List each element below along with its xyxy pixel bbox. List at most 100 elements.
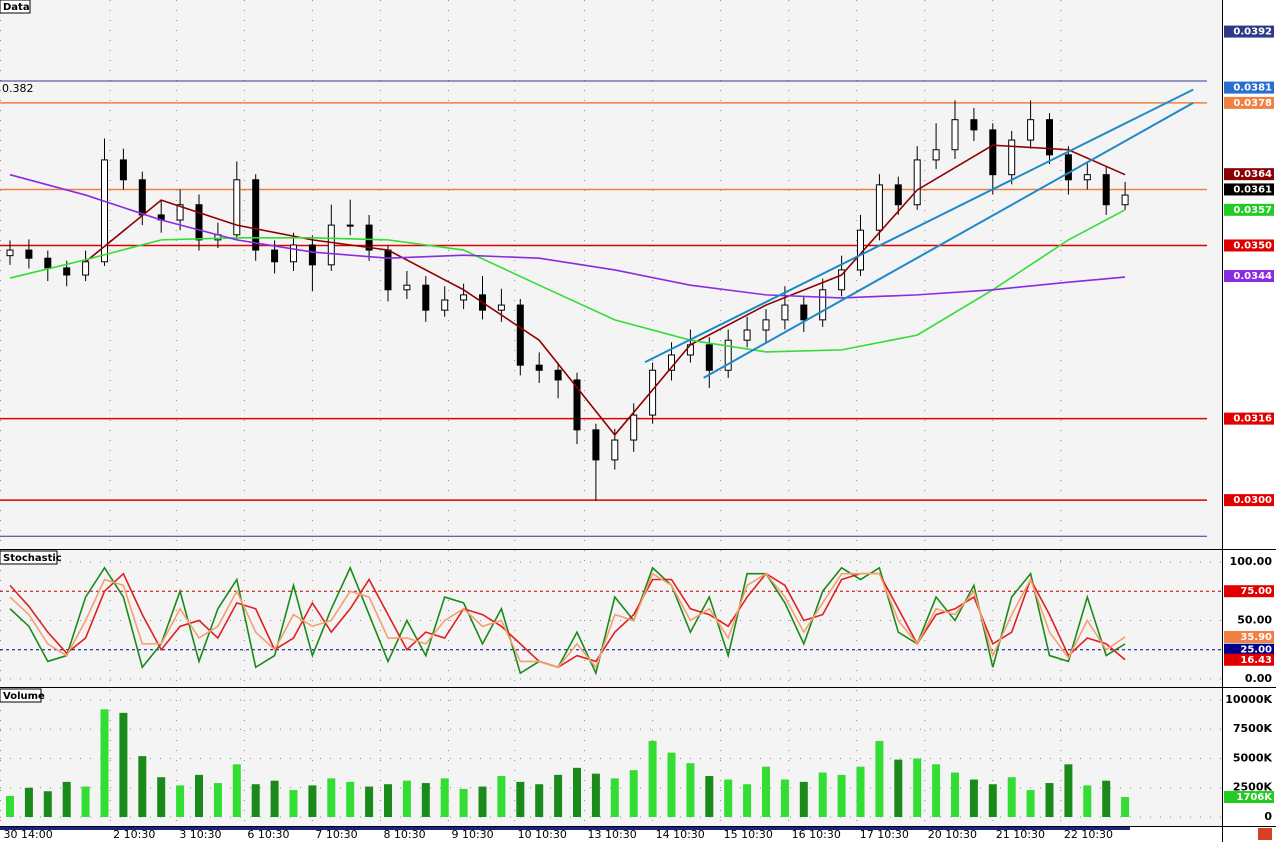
volume-bar (629, 770, 638, 817)
price-tag (1224, 25, 1274, 38)
volume-bar (1083, 785, 1092, 817)
candle-body (308, 244, 316, 266)
volume-bar (818, 772, 827, 817)
volume-bar (459, 788, 468, 817)
candle-body (460, 294, 468, 301)
series-line (9, 173, 1126, 299)
candle-body (1008, 139, 1016, 176)
candle-body (252, 179, 260, 251)
candle-body (63, 267, 71, 276)
scroll-button[interactable] (1258, 828, 1272, 840)
x-tick-label: 2 10:30 (113, 828, 155, 841)
price-tag (1224, 643, 1274, 656)
x-tick-label: 30 14:00 (4, 828, 53, 841)
price-tag (1224, 585, 1274, 598)
volume-bar (62, 781, 71, 817)
volume-bar (43, 791, 52, 817)
volume-bar (799, 781, 808, 817)
candle-body (743, 329, 751, 341)
price-tag (1224, 168, 1274, 181)
volume-bar (157, 777, 166, 817)
price-tag-label: 0.0361 (1233, 184, 1272, 195)
candle-body (1027, 119, 1035, 141)
volume-bar (308, 785, 317, 817)
price-tag (1224, 183, 1274, 196)
trend-line (703, 102, 1194, 379)
y-tick-label: 7500K (1233, 722, 1273, 735)
volume-bar (894, 759, 903, 817)
price-tag-label: 0.0381 (1233, 83, 1272, 94)
volume-bar (365, 786, 374, 817)
volume-bar (988, 784, 997, 817)
x-tick-label: 10 10:30 (518, 828, 567, 841)
volume-bar (478, 786, 487, 817)
volume-bar (951, 772, 959, 817)
volume-bar (100, 709, 109, 817)
volume-bar (24, 787, 33, 817)
candle-body (1046, 119, 1053, 156)
y-tick-label: 10000K (1225, 693, 1272, 706)
panel-title: Volume (3, 691, 45, 702)
price-tag-label: 0.0378 (1233, 98, 1272, 109)
volume-bar (270, 780, 279, 817)
price-tag-label: 1706K (1236, 792, 1273, 803)
volume-bar (1102, 780, 1111, 817)
price-tag-label: 25.00 (1240, 645, 1272, 656)
panel-title-box (0, 0, 31, 14)
candle-body (233, 179, 241, 236)
candle-body (290, 244, 297, 263)
candle-body (932, 149, 940, 161)
price-tag-label: 0.0316 (1233, 414, 1272, 425)
candle-body (1083, 174, 1091, 181)
candle-body (138, 179, 146, 216)
price-tag-label: 0.0344 (1233, 271, 1272, 282)
candle-body (762, 319, 770, 331)
volume-bar (138, 756, 147, 817)
candle-body (705, 344, 713, 371)
volume-bar (780, 779, 789, 817)
candle-body (119, 159, 127, 181)
volume-bar (195, 774, 203, 817)
candle-body (630, 414, 638, 441)
candle-body (384, 249, 392, 291)
volume-bar (384, 784, 392, 817)
x-tick-label: 3 10:30 (179, 828, 221, 841)
price-tag (1224, 791, 1274, 804)
volume-bar (497, 776, 506, 817)
candle-body (913, 159, 921, 206)
volume-bar (743, 784, 752, 817)
price-tag-label: 0.0300 (1233, 495, 1272, 506)
candle-body (573, 379, 581, 431)
volume-bar (1121, 797, 1130, 817)
candle-body (781, 304, 789, 321)
candle-body (951, 119, 959, 151)
x-tick-label: 15 10:30 (724, 828, 773, 841)
candle-body (554, 369, 562, 381)
candle-body (724, 339, 732, 371)
panel-title: Data (3, 2, 30, 13)
x-tick-label: 6 10:30 (247, 828, 289, 841)
volume-bar (610, 778, 619, 817)
series-line (9, 572, 1126, 669)
volume-bar (573, 767, 581, 817)
volume-bar (327, 778, 336, 817)
candle-body (857, 229, 864, 271)
series-line (9, 572, 1126, 669)
candle-body (101, 159, 108, 263)
price-tag-label: 16.43 (1240, 655, 1272, 666)
candle-body (176, 204, 184, 221)
volume-bar (289, 790, 298, 817)
price-tag (1224, 412, 1274, 425)
price-tag-label: 35.90 (1240, 632, 1272, 643)
candle-body (497, 304, 505, 311)
x-tick-label: 20 10:30 (928, 828, 977, 841)
candle-body (422, 284, 430, 311)
price-tag-label: 0.0350 (1233, 240, 1272, 251)
candle-body (894, 184, 902, 206)
volume-bar (724, 779, 733, 817)
volume-bar (762, 766, 770, 817)
trend-line (644, 88, 1194, 364)
x-tick-label: 8 10:30 (383, 828, 425, 841)
x-tick-label: 21 10:30 (996, 828, 1045, 841)
volume-bar (969, 779, 978, 817)
